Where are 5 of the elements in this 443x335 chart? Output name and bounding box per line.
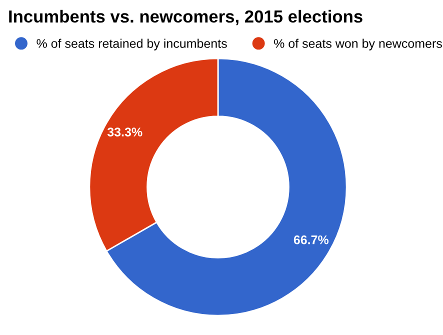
legend-label: % of seats retained by incumbents: [36, 38, 227, 50]
data-label: 66.7%: [294, 235, 329, 244]
data-label: 33.3%: [107, 128, 142, 136]
legend-label: % of seats won by newcomers: [274, 38, 442, 50]
chart-title: Incumbents vs. newcomers, 2015 elections: [9, 10, 362, 26]
